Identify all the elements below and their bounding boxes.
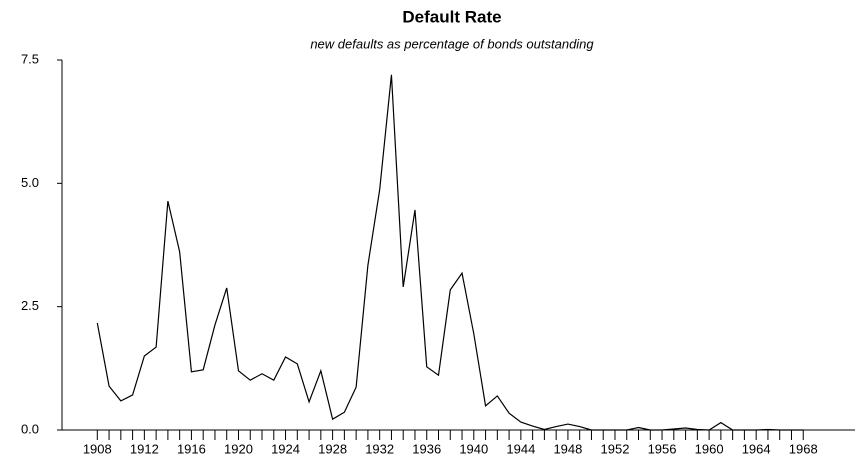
- x-tick-label: 1924: [271, 441, 300, 456]
- x-tick-label: 1912: [130, 441, 159, 456]
- x-tick-label: 1964: [742, 441, 771, 456]
- x-tick-label: 1920: [224, 441, 253, 456]
- y-tick-label: 7.5: [21, 51, 39, 66]
- x-tick-label: 1968: [789, 441, 818, 456]
- y-tick-label: 5.0: [21, 175, 39, 190]
- x-tick-label: 1908: [83, 441, 112, 456]
- line-series: [96, 74, 804, 431]
- x-tick-label: 1916: [177, 441, 206, 456]
- x-tick-label: 1928: [318, 441, 347, 456]
- x-tick-label: 1940: [459, 441, 488, 456]
- x-tick-label: 1960: [695, 441, 724, 456]
- x-tick-label: 1956: [648, 441, 677, 456]
- chart-subtitle: new defaults as percentage of bonds outs…: [310, 36, 594, 51]
- y-tick-label: 0.0: [21, 421, 39, 436]
- chart-title: Default Rate: [402, 7, 501, 26]
- x-tick-label: 1948: [553, 441, 582, 456]
- x-tick-label: 1952: [601, 441, 630, 456]
- y-tick-label: 2.5: [21, 298, 39, 313]
- x-tick-label: 1932: [365, 441, 394, 456]
- x-tick-label: 1936: [412, 441, 441, 456]
- x-tick-label: 1944: [506, 441, 535, 456]
